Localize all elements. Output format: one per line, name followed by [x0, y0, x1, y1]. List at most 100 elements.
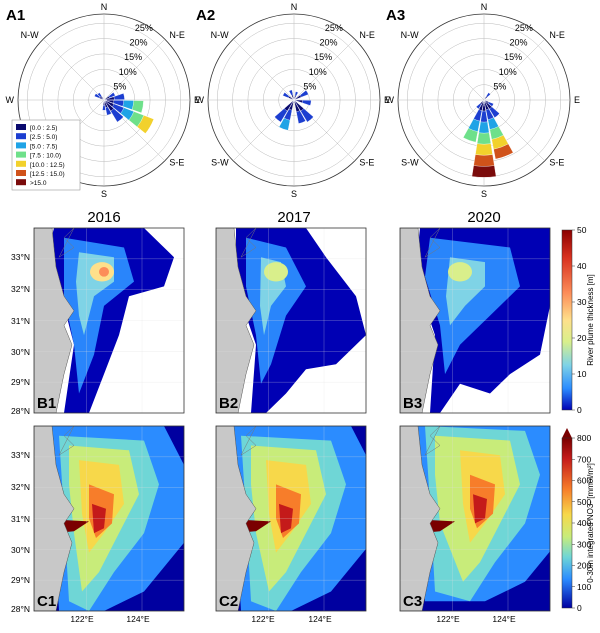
rose-sector-a2-1-0 [293, 99, 305, 112]
legend-label-5: [12.5 : 15.0) [30, 171, 65, 178]
radial-tick-a3-1: 10% [499, 67, 517, 77]
rose-sector-a2-2-0 [283, 99, 295, 112]
radial-tick-a1-2: 15% [124, 52, 142, 62]
radial-tick-a2-2: 15% [314, 52, 332, 62]
rose-sector-a2-8-0 [293, 95, 297, 101]
map-b3: B3 [399, 227, 551, 414]
compass-n-e-a2: N-E [359, 30, 375, 40]
lat-28-c: 28°N [11, 604, 30, 614]
cb-no3-tick-2: 600 [577, 476, 591, 486]
cb-no3-tick-8: 0 [577, 603, 582, 613]
lat-33-c: 33°N [11, 450, 30, 460]
radial-tick-a2-4: 25% [325, 23, 343, 33]
legend-label-0: [0.0 : 2.5) [30, 125, 57, 132]
panel-label-b2: B2 [219, 395, 238, 412]
compass-n-w-a3: N-W [401, 30, 419, 40]
cb-no3-tick-7: 100 [577, 582, 591, 592]
cb-plume-tick-4: 10 [577, 369, 587, 379]
radial-tick-a3-4: 25% [515, 23, 533, 33]
panel-label-b3: B3 [403, 395, 422, 412]
compass-w-a2: W [196, 95, 205, 105]
rose-sector-a3-1-0 [483, 99, 490, 111]
compass-n-a1: N [101, 2, 108, 12]
rose-sector-a2-7-0 [291, 94, 295, 101]
map-b2: B2 [215, 227, 367, 414]
cb-no3-tick-6: 200 [577, 561, 591, 571]
map-b1: B1 [33, 227, 185, 414]
year-2016: 2016 [87, 209, 120, 226]
legend-swatch-0 [16, 124, 26, 130]
rose-sector-a2-3-0 [293, 99, 301, 113]
cb-no3-tick-1: 700 [577, 454, 591, 464]
lat-32-b: 32°N [11, 284, 30, 294]
radial-tick-a1-1: 10% [119, 67, 137, 77]
rose-sector-a3-4-0 [483, 99, 490, 104]
rose-sector-a2-0-0 [288, 99, 295, 111]
radial-tick-a1-0: 5% [113, 81, 126, 91]
compass-s-e-a3: S-E [549, 157, 564, 167]
panel-label-c3: C3 [403, 593, 422, 610]
map-c3: C3 [399, 425, 551, 612]
radial-tick-a2-0: 5% [303, 81, 316, 91]
lat-29-c: 29°N [11, 575, 30, 585]
river-plume-maps: B1 B2 B3 [33, 227, 551, 414]
colorbar-no3: 800 700 600 500 400 300 200 100 0 0-30m integrat… [561, 428, 595, 613]
rose-sector-a3-0-0 [482, 99, 486, 112]
panel-label-c1: C1 [37, 593, 56, 610]
cb-no3-tick-5: 300 [577, 539, 591, 549]
lon-122-c3: 122°E [436, 614, 460, 624]
panel-label-a3: A3 [386, 7, 405, 24]
radial-tick-a3-2: 15% [504, 52, 522, 62]
lat-ticks-b: 33°N 32°N 31°N 30°N 29°N 28°N [11, 252, 30, 416]
map-c1: C1 [33, 425, 185, 612]
legend-label-1: [2.5 : 5.0) [30, 134, 57, 141]
colorbar-no3-title: 0-30m integrated NO3- [mmol/m²] [586, 463, 595, 583]
compass-s-w-a3: S-W [401, 157, 419, 167]
colorbar-plume: 50 40 30 20 10 0 River plume thickness [m] [561, 225, 595, 415]
lon-124-c2: 124°E [308, 614, 332, 624]
compass-n-a2: N [291, 2, 298, 12]
year-2020: 2020 [467, 209, 500, 226]
rose-sector-a1-7-0 [102, 99, 106, 106]
compass-s-a1: S [101, 189, 107, 199]
cb-plume-tick-0: 50 [577, 225, 587, 235]
panel-label-a1: A1 [6, 7, 25, 24]
cb-no3-tick-3: 500 [577, 497, 591, 507]
compass-e-a3: E [574, 95, 580, 105]
cb-plume-tick-5: 0 [577, 405, 582, 415]
lon-124-c1: 124°E [126, 614, 150, 624]
lon-122-c2: 122°E [251, 614, 275, 624]
wind-rose-a2: 5% 10% 15% 20% 25% N N-E E S-E S S-W W N-W [196, 2, 391, 199]
radial-tick-a2-1: 10% [309, 67, 327, 77]
compass-w-a3: W [386, 95, 395, 105]
lon-124-c3: 124°E [492, 614, 516, 624]
legend-swatch-5 [16, 170, 26, 176]
cb-plume-tick-3: 20 [577, 333, 587, 343]
compass-w-a1: W [6, 95, 15, 105]
rose-sector-a3-5-0 [479, 99, 485, 105]
compass-n-w-a2: N-W [211, 30, 229, 40]
legend-swatch-2 [16, 142, 26, 149]
compass-e-a1: E [194, 95, 200, 105]
compass-s-a2: S [291, 189, 297, 199]
radial-tick-a2-3: 20% [320, 38, 338, 48]
rose-sector-a2-4-0 [293, 94, 302, 101]
rose-sector-a1-4-0 [103, 95, 110, 101]
lon-ticks: 122°E 124°E 122°E 124°E 122°E 124°E [70, 614, 516, 624]
lat-32-c: 32°N [11, 482, 30, 492]
cb-plume-tick-1: 40 [577, 261, 587, 271]
rose-sector-a2-5-0 [293, 99, 303, 104]
compass-s-e-a1: S-E [169, 157, 184, 167]
wind-speed-legend: [0.0 : 2.5) [2.5 : 5.0) [5.0 : 7.5) [7.5 : … [11, 119, 81, 191]
lat-31-c: 31°N [11, 514, 30, 524]
legend-swatch-4 [16, 160, 26, 167]
panel-label-a2: A2 [196, 7, 215, 24]
cb-no3-tick-0: 800 [577, 433, 591, 443]
legend-swatch-1 [16, 133, 26, 140]
wind-rose-a3: 5% 10% 15% 20% 25% N N-E E S-E S S-W W N-W [386, 2, 581, 199]
map-c2: C2 [215, 425, 367, 612]
panel-label-c2: C2 [219, 593, 238, 610]
wind-roses: 5% 10% 15% 20% 25% N N-E E S-E S S-W W N-W A1 5% 10% 15%… [6, 2, 581, 199]
radial-tick-a3-3: 20% [510, 38, 528, 48]
